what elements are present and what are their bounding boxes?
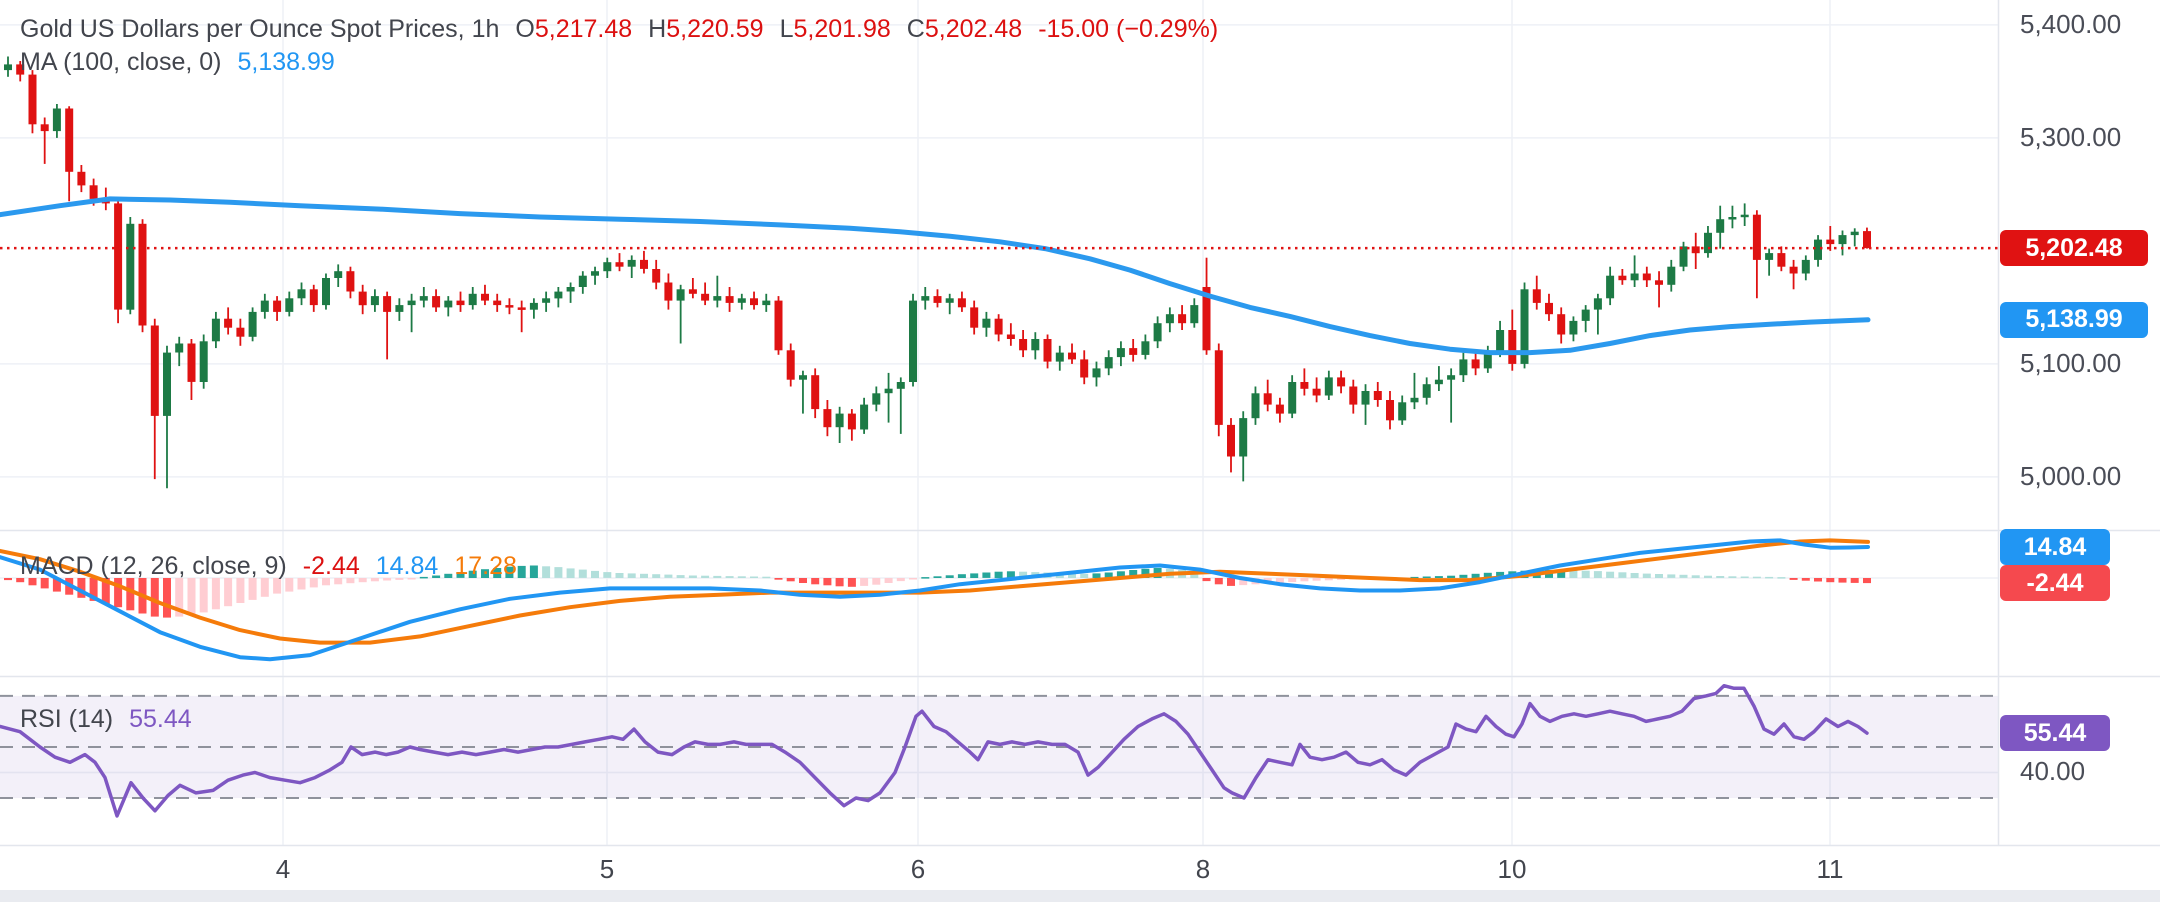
rsi-axis-label: 40.00 — [2020, 756, 2086, 787]
time-axis[interactable]: 4 5 6 8 10 11 — [0, 845, 1998, 890]
price-axis-label: 5,100.00 — [2020, 347, 2122, 378]
last-price-badge: 5,202.48 — [2000, 230, 2148, 267]
price-axis[interactable]: 5,400.00 5,300.00 5,100.00 5,000.00 40.00 5,2… — [1998, 0, 2160, 845]
time-axis-label: 4 — [275, 854, 291, 884]
time-axis-label: 8 — [1195, 854, 1211, 884]
rsi-pane[interactable] — [0, 683, 1869, 818]
ma-value-badge: 5,138.99 — [2000, 301, 2148, 338]
rsi-value-badge: 55.44 — [2000, 715, 2110, 752]
time-axis-label: 5 — [599, 854, 615, 884]
gridlines — [0, 0, 1998, 845]
time-axis-label: 6 — [910, 854, 926, 884]
price-axis-label: 5,300.00 — [2020, 121, 2122, 152]
rsi-band — [0, 694, 1998, 799]
price-axis-label: 5,400.00 — [2020, 8, 2122, 39]
price-pane[interactable] — [0, 56, 1998, 489]
time-axis-label: 11 — [1816, 854, 1844, 884]
macd-pane[interactable] — [0, 538, 1871, 662]
macd-hist-badge: -2.44 — [2000, 565, 2110, 602]
macd-value-badge: 14.84 — [2000, 529, 2110, 566]
price-axis-label: 5,000.00 — [2020, 460, 2122, 491]
time-axis-label: 10 — [1497, 854, 1527, 884]
